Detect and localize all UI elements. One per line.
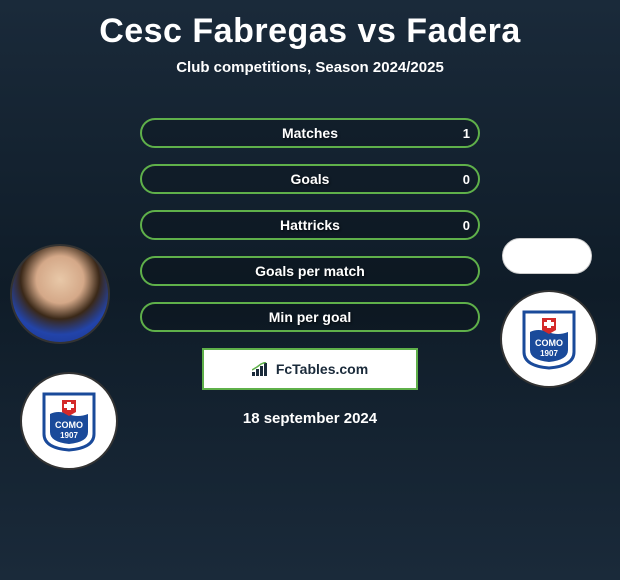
stat-row-min-per-goal: Min per goal — [140, 302, 480, 332]
club-right-badge: COMO 1907 — [500, 290, 598, 388]
svg-text:COMO: COMO — [535, 338, 563, 348]
footer-brand-box: FcTables.com — [202, 348, 418, 390]
comparison-title: Cesc Fabregas vs Fadera — [0, 0, 620, 51]
stats-rows: Matches 1 Goals 0 Hattricks 0 Goals per … — [140, 118, 480, 332]
stat-value-right: 0 — [463, 218, 470, 233]
footer-brand-text: FcTables.com — [276, 361, 368, 377]
stat-row-matches: Matches 1 — [140, 118, 480, 148]
svg-text:1907: 1907 — [60, 431, 78, 440]
player-right-avatar — [502, 238, 592, 274]
player-left-avatar — [10, 244, 110, 344]
stat-label: Goals — [291, 171, 330, 187]
stat-label: Min per goal — [269, 309, 351, 325]
svg-text:1907: 1907 — [540, 349, 558, 358]
stat-row-goals-per-match: Goals per match — [140, 256, 480, 286]
chart-icon — [252, 362, 270, 376]
como-shield-icon: COMO 1907 — [520, 308, 578, 370]
stat-value-right: 1 — [463, 126, 470, 141]
club-left-badge: COMO 1907 — [20, 372, 118, 470]
como-shield-icon: COMO 1907 — [40, 390, 98, 452]
stat-row-hattricks: Hattricks 0 — [140, 210, 480, 240]
stat-label: Matches — [282, 125, 338, 141]
stat-value-right: 0 — [463, 172, 470, 187]
stat-label: Goals per match — [255, 263, 365, 279]
stat-row-goals: Goals 0 — [140, 164, 480, 194]
svg-text:COMO: COMO — [55, 420, 83, 430]
stat-label: Hattricks — [280, 217, 340, 233]
subtitle: Club competitions, Season 2024/2025 — [0, 59, 620, 76]
stats-container: COMO 1907 COMO 1907 Matches 1 Goals 0 — [0, 118, 620, 427]
